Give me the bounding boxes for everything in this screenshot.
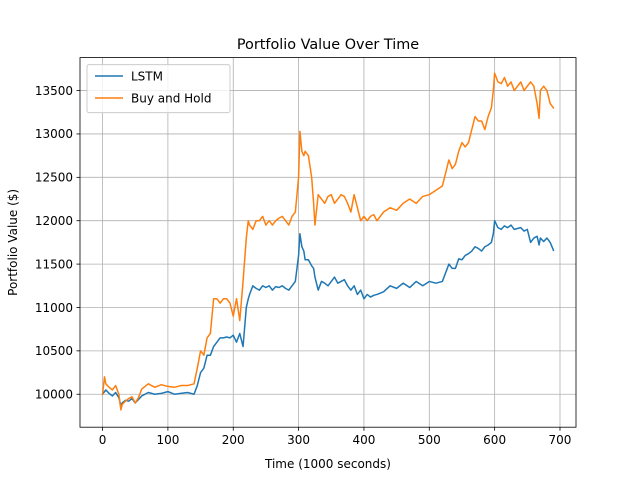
legend: LSTM Buy and Hold: [86, 64, 231, 114]
axes-frame: [79, 57, 577, 428]
series-line-buy-and-hold: [101, 72, 555, 411]
y-tick-label: 11000: [35, 301, 73, 315]
x-tick-label: 0: [99, 433, 107, 447]
x-tick-label: 300: [287, 433, 310, 447]
y-ticks: 10000 10500 11000 11500 12000 12500 13000 13500: [35, 84, 80, 402]
x-tick-label: 200: [222, 433, 245, 447]
y-tick-label: 13500: [35, 84, 73, 98]
series-line-lstm: [101, 219, 555, 407]
x-tick-label: 700: [549, 433, 572, 447]
x-tick-label: 400: [352, 433, 375, 447]
y-tick-label: 12000: [35, 214, 73, 228]
grid-lines: [80, 57, 576, 428]
y-tick-label: 11500: [35, 257, 73, 271]
chart-title: Portfolio Value Over Time: [237, 37, 419, 53]
legend-label-buy-and-hold: Buy and Hold: [131, 92, 211, 106]
y-tick-label: 10000: [35, 388, 73, 402]
x-tick-label: 100: [156, 433, 179, 447]
y-axis-label: Portfolio Value ($): [6, 189, 20, 296]
y-tick-label: 10500: [35, 344, 73, 358]
legend-label-lstm: LSTM: [131, 70, 163, 84]
series-lines: [101, 72, 555, 411]
x-tick-label: 500: [418, 433, 441, 447]
y-tick-label: 13000: [35, 127, 73, 141]
y-tick-label: 12500: [35, 171, 73, 185]
x-tick-label: 600: [483, 433, 506, 447]
x-axis-label: Time (1000 seconds): [264, 457, 391, 471]
x-ticks: 0 100 200 300 400 500 600 700: [99, 427, 572, 447]
